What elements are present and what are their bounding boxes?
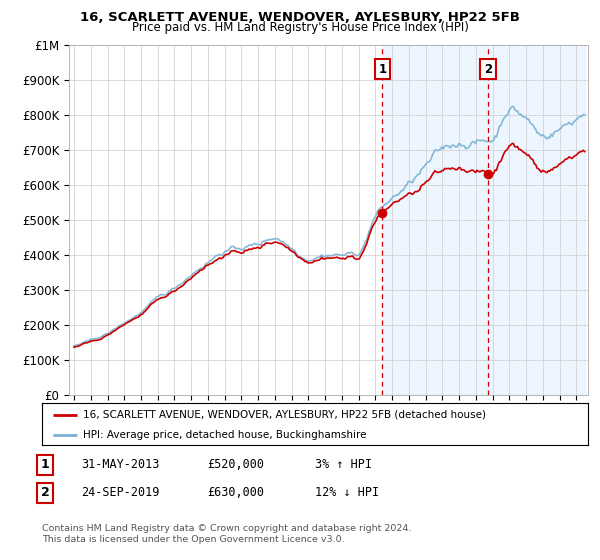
Text: HPI: Average price, detached house, Buckinghamshire: HPI: Average price, detached house, Buck… (83, 430, 367, 440)
Text: 3% ↑ HPI: 3% ↑ HPI (315, 458, 372, 472)
Text: 1: 1 (41, 458, 49, 472)
Text: 16, SCARLETT AVENUE, WENDOVER, AYLESBURY, HP22 5FB (detached house): 16, SCARLETT AVENUE, WENDOVER, AYLESBURY… (83, 409, 486, 419)
Text: 16, SCARLETT AVENUE, WENDOVER, AYLESBURY, HP22 5FB: 16, SCARLETT AVENUE, WENDOVER, AYLESBURY… (80, 11, 520, 24)
Text: 31-MAY-2013: 31-MAY-2013 (81, 458, 160, 472)
Text: 2: 2 (41, 486, 49, 500)
Text: 2: 2 (484, 63, 492, 76)
Text: 12% ↓ HPI: 12% ↓ HPI (315, 486, 379, 500)
Text: 1: 1 (379, 63, 386, 76)
Text: £520,000: £520,000 (207, 458, 264, 472)
Text: 24-SEP-2019: 24-SEP-2019 (81, 486, 160, 500)
Text: £630,000: £630,000 (207, 486, 264, 500)
Text: Price paid vs. HM Land Registry's House Price Index (HPI): Price paid vs. HM Land Registry's House … (131, 21, 469, 34)
Text: Contains HM Land Registry data © Crown copyright and database right 2024.
This d: Contains HM Land Registry data © Crown c… (42, 524, 412, 544)
